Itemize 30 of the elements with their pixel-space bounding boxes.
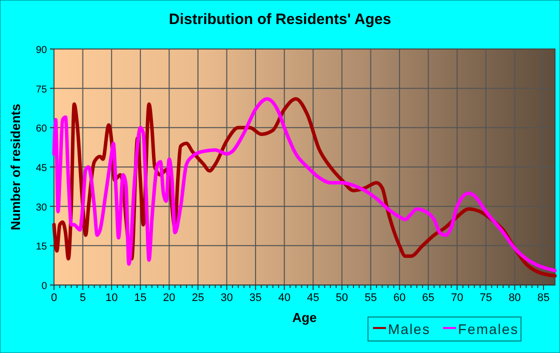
y-tick-label: 30 [36, 202, 48, 214]
y-tick-label: 90 [36, 45, 48, 56]
x-tick-label: 75 [480, 292, 492, 304]
y-tick-label: 75 [36, 84, 48, 96]
legend-label: Males [388, 321, 430, 337]
legend-label: Females [458, 321, 519, 337]
x-tick-label: 5 [80, 292, 86, 304]
chart-title: Distribution of Residents' Ages [168, 11, 392, 28]
x-tick-label: 10 [105, 292, 118, 304]
x-tick-label: 0 [50, 292, 58, 304]
y-tick-label: 15 [36, 242, 48, 253]
x-tick-label: 40 [278, 292, 290, 304]
x-tick-label: 20 [163, 292, 176, 304]
y-tick-label: 45 [36, 163, 48, 174]
x-tick-label: 70 [450, 292, 464, 304]
x-tick-label: 30 [220, 292, 233, 304]
x-tick-label: 15 [134, 292, 147, 304]
x-tick-label: 80 [508, 292, 521, 304]
y-tick-label: 60 [36, 124, 48, 135]
x-tick-label: 50 [336, 292, 348, 304]
x-tick-label: 25 [192, 292, 204, 304]
x-tick-label: 55 [364, 292, 377, 304]
x-tick-label: 60 [393, 292, 406, 304]
x-tick-label: 85 [537, 292, 550, 304]
x-tick-label: 35 [249, 292, 262, 304]
x-tick-label: 65 [422, 292, 434, 304]
x-axis-title: Age [292, 310, 317, 325]
y-axis-title: Number of residents [8, 104, 23, 230]
x-tick-label: 45 [307, 292, 320, 304]
y-tick-label: 0 [41, 281, 48, 292]
